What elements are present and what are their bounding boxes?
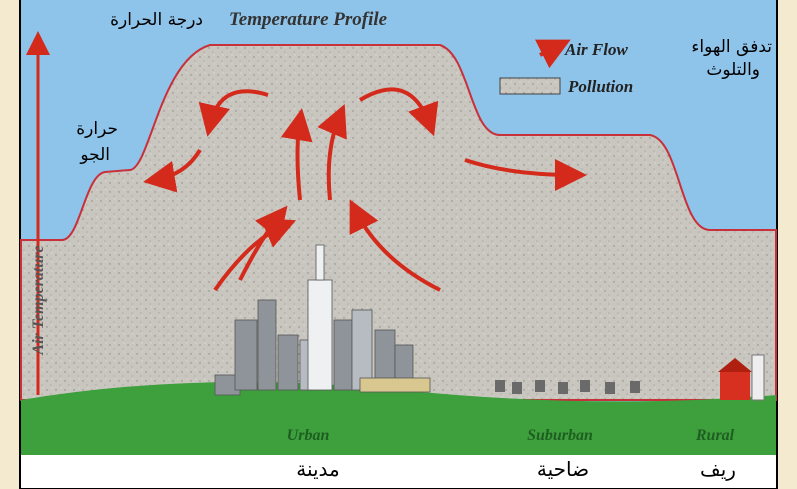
- title: Temperature Profile: [229, 9, 388, 30]
- title-ar: درجة الحرارة: [110, 10, 203, 30]
- zone-label: Suburban: [527, 427, 593, 444]
- legend-ar: والتلوث: [706, 60, 760, 80]
- axis-label: Air Temperature: [30, 245, 47, 355]
- legend-air-flow: Air Flow: [564, 40, 628, 59]
- legend-arrow: [534, 39, 571, 69]
- zone-label: Urban: [287, 427, 330, 444]
- zone-label-ar: ضاحية: [537, 457, 589, 481]
- axis-label-ar: حرارة: [76, 119, 118, 139]
- legend-ar: تدفق الهواء: [691, 37, 772, 57]
- legend-pollution: Pollution: [567, 77, 633, 96]
- axis-label-ar: الجو: [79, 145, 110, 165]
- air-flow-arrows: [143, 87, 587, 292]
- zone-label-ar: مدينة: [296, 457, 340, 481]
- barn: [718, 354, 765, 401]
- legend-swatch: [499, 77, 561, 95]
- zone-label: Rural: [695, 427, 735, 444]
- suburb-houses: [495, 380, 640, 394]
- city-buildings: [214, 244, 431, 396]
- zone-label-ar: ريف: [700, 457, 736, 481]
- ground: [21, 382, 776, 455]
